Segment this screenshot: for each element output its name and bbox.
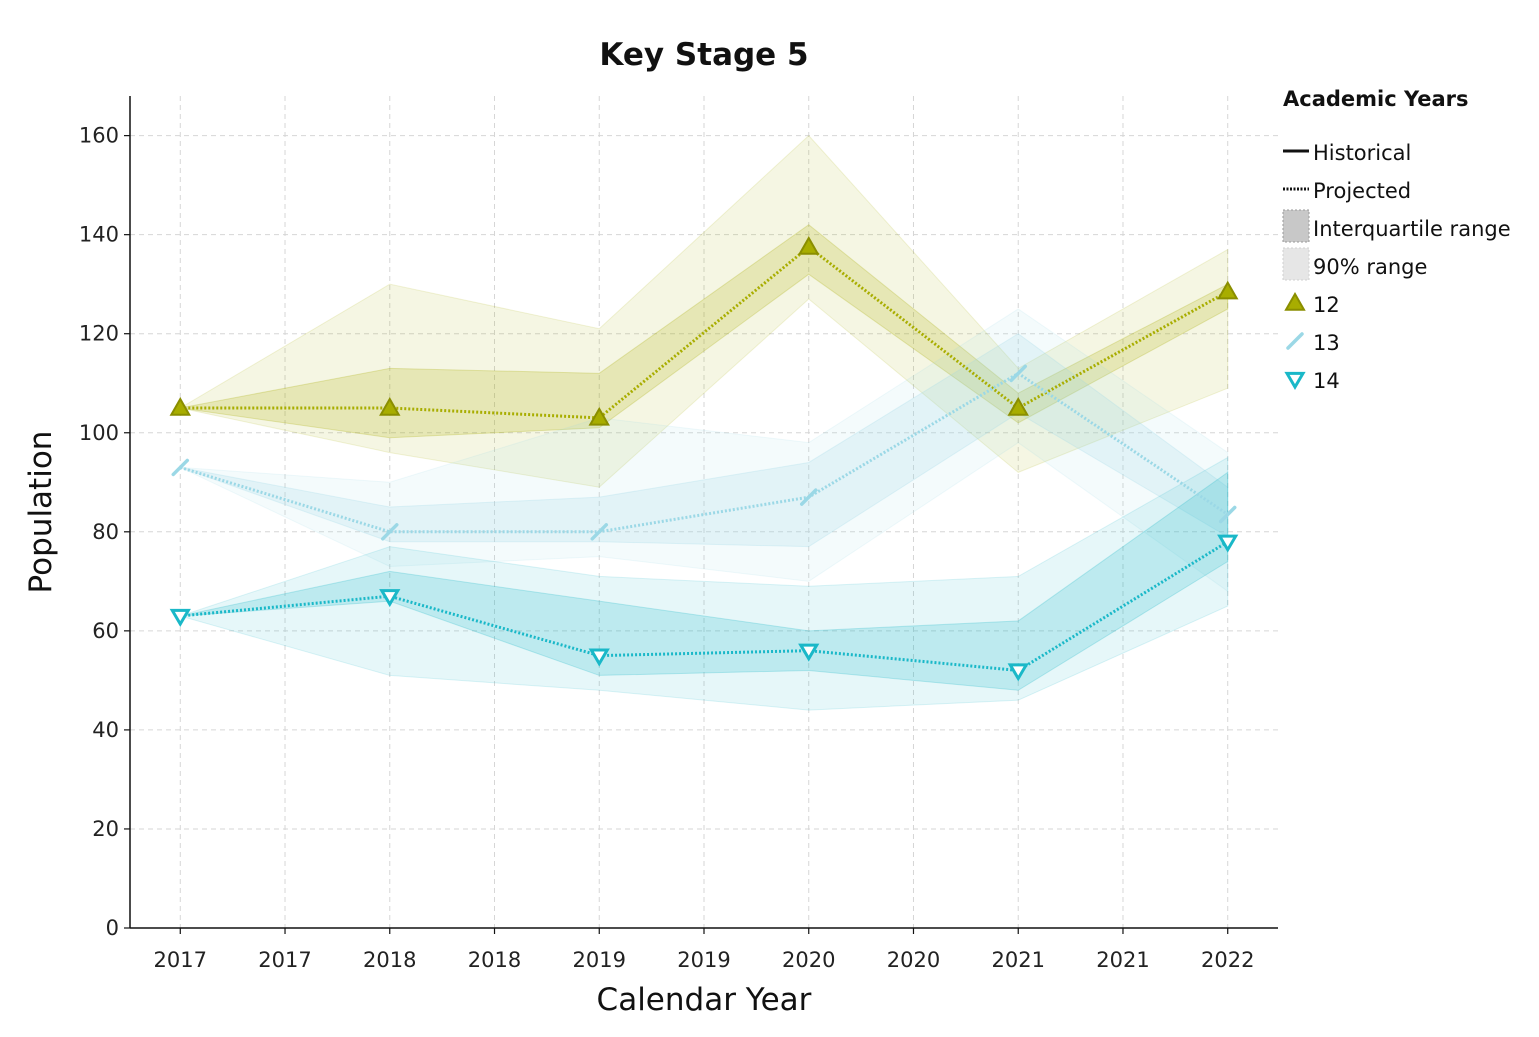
grid-lines [130, 96, 1278, 929]
point-series-13 [381, 523, 399, 541]
x-tick-label: 2020 [782, 948, 835, 972]
legend: Academic Years Historical Projected Interq… [1282, 87, 1511, 393]
x-tick-label: 2018 [468, 948, 521, 972]
point-series-13 [799, 488, 818, 506]
point-series-14 [379, 589, 401, 608]
series-markers [169, 236, 1239, 682]
point-series-12 [588, 406, 610, 426]
point-series-13 [1009, 364, 1027, 383]
y-tick-label: 80 [92, 520, 119, 544]
series-lines [179, 245, 1229, 673]
point-series-12 [1216, 280, 1239, 300]
legend-marker-series-12 [1284, 291, 1306, 311]
y-tick-label: 100 [79, 421, 119, 445]
y-axis-title: Population [23, 431, 59, 594]
point-series-14 [1007, 663, 1029, 682]
x-tick-label: 2017 [154, 948, 207, 972]
x-axis-title: Calendar Year [597, 982, 812, 1018]
line-series-12 [180, 245, 1229, 420]
x-tick-label: 2022 [1201, 948, 1254, 972]
point-series-14 [798, 643, 820, 662]
legend-label: 90% range [1313, 255, 1427, 279]
legend-label-series-12: 12 [1313, 293, 1340, 317]
band-iqr-series-13 [180, 333, 1229, 548]
point-series-13 [1218, 505, 1237, 524]
chart-title: Key Stage 5 [599, 37, 808, 73]
point-series-14 [1217, 534, 1239, 553]
legend-marker-series-13 [1286, 332, 1304, 350]
y-tick-label: 40 [92, 718, 119, 742]
line-series-14 [180, 540, 1229, 673]
x-tick-label: 2019 [573, 948, 626, 972]
x-tick-label: 2017 [258, 948, 311, 972]
y-tick-label: 60 [92, 619, 119, 643]
point-series-14 [588, 648, 610, 667]
point-series-12 [1007, 396, 1029, 416]
legend-label: Projected [1313, 179, 1411, 203]
x-tick-label: 2018 [363, 948, 416, 972]
legend-swatch-90 [1282, 247, 1310, 281]
legend-label: Historical [1313, 141, 1411, 165]
legend-label-series-14: 14 [1313, 369, 1340, 393]
y-tick-label: 120 [79, 322, 119, 346]
legend-swatch-iqr [1282, 209, 1310, 243]
legend-title: Academic Years [1283, 87, 1469, 111]
y-tick-label: 160 [79, 124, 119, 148]
x-tick-label: 2021 [1096, 948, 1149, 972]
axes: 0 20 40 60 80 100 120 140 160 2017 2017 2018 2018 201… [79, 96, 1278, 972]
legend-label: Interquartile range [1313, 217, 1511, 241]
x-tick-label: 2019 [677, 948, 730, 972]
band-90-series-12 [178, 134, 1229, 488]
y-tick-label: 140 [79, 223, 119, 247]
point-series-13 [590, 523, 609, 541]
band-90-series-13 [180, 308, 1229, 593]
point-series-12 [169, 396, 192, 416]
y-tick-label: 0 [106, 916, 119, 940]
point-series-12 [798, 236, 820, 255]
legend-label-series-13: 13 [1313, 331, 1340, 355]
y-tick-label: 20 [92, 817, 119, 841]
x-tick-label: 2020 [887, 948, 940, 972]
band-90-series-14 [178, 456, 1229, 711]
point-series-13 [171, 458, 190, 477]
point-series-14 [169, 608, 191, 627]
legend-marker-series-14 [1284, 371, 1306, 390]
range-bands [178, 134, 1229, 711]
point-series-12 [379, 396, 401, 416]
x-tick-label: 2021 [992, 948, 1045, 972]
